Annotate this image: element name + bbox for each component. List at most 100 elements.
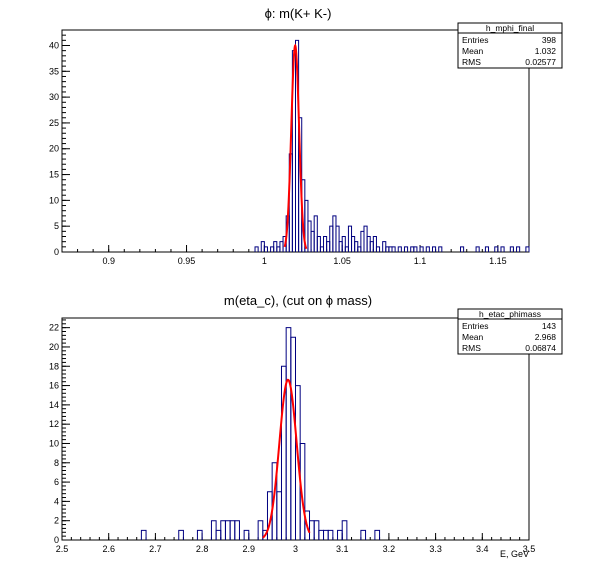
- stats-mean-value: 2.968: [535, 332, 557, 342]
- y-tick-label: 12: [49, 419, 59, 429]
- histogram-bin: [425, 246, 430, 252]
- histogram-bin: [500, 246, 505, 252]
- x-tick-label: 2.9: [243, 544, 256, 554]
- y-tick-label: 30: [49, 92, 59, 102]
- histogram-bin: [419, 246, 424, 252]
- stats-entries-label: Entries: [462, 35, 488, 45]
- x-tick-label: 3.1: [336, 544, 349, 554]
- x-tick-label: 3: [293, 544, 298, 554]
- y-tick-label: 16: [49, 381, 59, 391]
- histogram-bin: [431, 246, 437, 252]
- x-axis-label: E, GeV: [500, 549, 529, 559]
- x-tick-label: 3.3: [429, 544, 442, 554]
- stats-entries-value: 398: [542, 35, 556, 45]
- chart-title: m(eta_c), (cut on ϕ mass): [224, 293, 372, 308]
- y-tick-label: 2: [54, 516, 59, 526]
- histogram-bin: [494, 246, 499, 252]
- histogram-bin: [360, 529, 367, 540]
- chart-title: ϕ: m(K+ K-): [265, 6, 332, 21]
- x-tick-label: 1.15: [489, 256, 507, 266]
- histogram-bin: [215, 529, 222, 540]
- x-tick-label: 2.8: [196, 544, 209, 554]
- histogram-bin: [335, 225, 340, 252]
- y-tick-label: 15: [49, 170, 59, 180]
- y-tick-label: 40: [49, 40, 59, 50]
- stats-rms-value: 0.02577: [525, 57, 556, 67]
- histogram-bin: [229, 520, 236, 540]
- stats-name: h_etac_phimass: [479, 309, 541, 319]
- histogram-bin: [210, 520, 217, 540]
- histogram-bin: [372, 236, 377, 252]
- stats-rms-value: 0.06874: [525, 343, 556, 353]
- stats-rms-label: RMS: [462, 57, 481, 67]
- stats-entries-label: Entries: [462, 321, 488, 331]
- stats-name: h_mphi_final: [486, 23, 534, 33]
- histogram-bin: [196, 529, 203, 540]
- y-tick-label: 18: [49, 361, 59, 371]
- histogram-bin: [403, 246, 409, 252]
- x-tick-label: 3.4: [476, 544, 489, 554]
- histogram-bin: [413, 246, 418, 252]
- histogram-bin: [341, 236, 346, 252]
- histogram-bin: [337, 529, 343, 540]
- y-tick-label: 6: [54, 477, 59, 487]
- x-tick-label: 0.95: [178, 256, 196, 266]
- histogram-bin: [316, 236, 321, 252]
- histogram-bin: [257, 520, 264, 540]
- histogram-bin: [178, 529, 184, 540]
- x-tick-label: 2.7: [149, 544, 162, 554]
- plot-area: 2.5 2.6 2.7 2.8 2.9 3 3.1 3.2 3.3 3.4 3.5 0 2 4 6 8 10 12…: [49, 317, 536, 554]
- stats-box: h_etac_phimass Entries 143 Mean 2.968 RM…: [457, 308, 563, 355]
- histogram-bin: [460, 246, 465, 252]
- histogram-bin: [220, 520, 226, 540]
- x-tick-label: 2.6: [102, 544, 115, 554]
- y-tick-label: 10: [49, 438, 59, 448]
- histogram-bin: [509, 246, 514, 252]
- histogram-bin: [318, 529, 325, 540]
- histogram-bin: [254, 246, 259, 252]
- stats-rms-label: RMS: [462, 343, 481, 353]
- histogram-bin: [290, 336, 296, 540]
- histogram-bin: [299, 442, 306, 540]
- histogram-bin: [374, 529, 381, 540]
- stats-mean-value: 1.032: [535, 46, 557, 56]
- y-tick-label: 0: [54, 535, 59, 545]
- histogram-bin: [516, 246, 521, 252]
- histogram-bin: [475, 246, 480, 252]
- stats-mean-label: Mean: [462, 46, 484, 56]
- histogram-bin: [313, 215, 318, 252]
- x-tick-label: 0.9: [102, 256, 115, 266]
- y-tick-label: 8: [54, 458, 59, 468]
- x-tick-label: 3.5: [523, 544, 536, 554]
- histogram-bin: [391, 246, 396, 252]
- histogram-bin: [397, 246, 402, 252]
- histogram-bin: [484, 246, 490, 252]
- x-tick-label: 1.05: [333, 256, 351, 266]
- histogram-bin: [375, 246, 381, 252]
- histogram-bin: [309, 520, 315, 540]
- histogram-bin: [224, 520, 231, 540]
- gaussian-fit-curve: [262, 378, 311, 539]
- y-tick-label: 25: [49, 118, 59, 128]
- x-tick-label: 1.1: [414, 256, 427, 266]
- stats-box: h_mphi_final Entries 398 Mean 1.032 RMS …: [457, 22, 563, 69]
- y-tick-label: 10: [49, 195, 59, 205]
- histogram-bin: [525, 246, 530, 252]
- histogram-bin: [263, 246, 268, 252]
- histogram-bin: [140, 529, 147, 540]
- y-tick-label: 35: [49, 66, 59, 76]
- x-tick-label: 2.5: [56, 544, 69, 554]
- gaussian-fit-curve: [283, 43, 308, 250]
- stats-entries-value: 143: [542, 321, 556, 331]
- y-tick-label: 0: [54, 247, 59, 257]
- y-tick-label: 5: [54, 221, 59, 231]
- histogram-bin: [327, 529, 334, 540]
- etac-mass-panel: m(eta_c), (cut on ϕ mass) 2.5 2.6 2.7 2.8 2.…: [49, 293, 563, 559]
- plot-area: 0.9 0.95 1 1.05 1.1 1.15 0 5 10 15 20 25 30 35 40: [49, 29, 530, 266]
- phi-mass-panel: ϕ: m(K+ K-) 0.9 0.95 1 1.05 1.1 1.15 0 5 10 15 20 2…: [49, 6, 563, 266]
- histogram-bin: [234, 520, 240, 540]
- histogram-bin: [243, 529, 250, 540]
- histogram-bin: [323, 529, 329, 540]
- stats-mean-label: Mean: [462, 332, 484, 342]
